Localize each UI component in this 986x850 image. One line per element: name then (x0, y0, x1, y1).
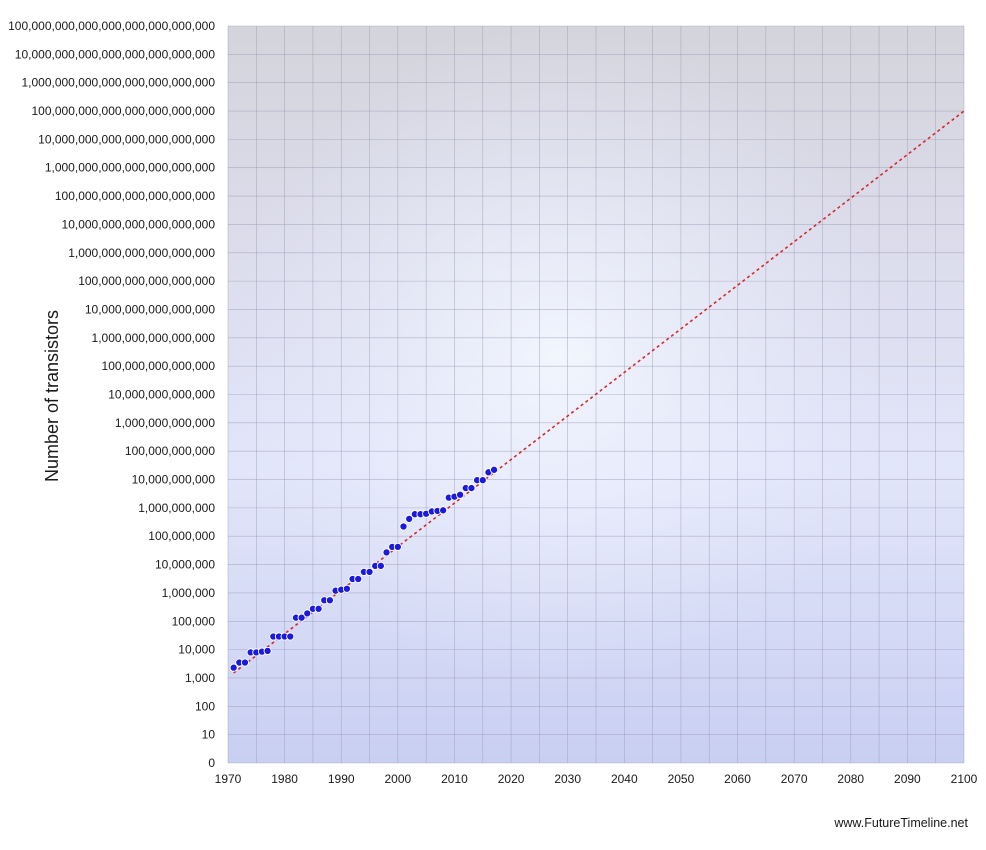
data-point (325, 596, 334, 605)
y-tick-label: 1,000,000 (162, 586, 216, 600)
y-tick-label: 10 (202, 728, 216, 742)
y-tick-label: 1,000,000,000,000,000,000,000,000 (21, 76, 215, 90)
data-point (478, 476, 487, 485)
y-tick-label: 10,000,000,000,000 (108, 388, 215, 402)
y-tick-label: 10,000,000,000,000,000,000,000 (38, 132, 215, 146)
y-tick-label: 10,000,000,000,000,000,000,000,000 (15, 47, 216, 61)
x-tick-label: 2070 (781, 772, 808, 786)
y-tick-label: 100,000,000 (148, 529, 215, 543)
x-tick-label: 1990 (328, 772, 355, 786)
y-tick-labels: 0 10 100 1,000 10,000 100,000 1,000,000 10,000,… (8, 19, 215, 770)
y-tick-label: 0 (208, 756, 215, 770)
x-tick-label: 2090 (894, 772, 921, 786)
data-point (382, 548, 391, 557)
y-tick-label: 10,000,000,000 (132, 473, 216, 487)
points-group (229, 465, 499, 672)
data-point (263, 646, 272, 655)
data-point (393, 542, 402, 551)
y-tick-label: 100,000,000,000,000,000,000,000,000 (8, 19, 215, 33)
x-tick-label: 2040 (611, 772, 638, 786)
data-point (376, 561, 385, 570)
y-tick-label: 10,000,000 (155, 558, 215, 572)
x-tick-label: 2060 (724, 772, 751, 786)
data-point (354, 574, 363, 584)
x-tick-label: 2020 (498, 772, 525, 786)
y-tick-label: 10,000,000,000,000,000,000 (62, 217, 216, 231)
data-point (297, 613, 306, 622)
y-tick-label: 1,000,000,000,000,000,000,000 (45, 161, 215, 175)
x-tick-label: 2010 (441, 772, 468, 786)
x-tick-label: 1970 (215, 772, 242, 786)
y-tick-label: 1,000 (185, 671, 215, 685)
data-point (439, 506, 448, 515)
y-tick-label: 1,000,000,000 (138, 501, 215, 515)
data-point (365, 567, 374, 576)
y-tick-label: 100,000,000,000,000 (102, 359, 216, 373)
y-tick-label: 100,000,000,000,000,000,000,000 (31, 104, 215, 118)
x-tick-label: 2030 (554, 772, 581, 786)
data-point (342, 584, 351, 593)
data-point (467, 484, 476, 493)
y-tick-label: 100,000 (172, 614, 216, 628)
x-tick-label: 2050 (668, 772, 695, 786)
data-point (229, 663, 238, 672)
data-point (405, 514, 414, 523)
y-tick-label: 1,000,000,000,000,000 (92, 331, 216, 345)
x-tick-labels: 1970 1980 1990 2000 2010 2020 2030 2040 2050 2060… (215, 772, 978, 786)
y-axis-label: Number of transistors (42, 310, 62, 482)
data-point (399, 522, 408, 531)
y-tick-label: 100,000,000,000 (125, 444, 215, 458)
data-point (240, 658, 250, 667)
y-tick-label: 10,000,000,000,000,000 (85, 302, 215, 316)
y-tick-label: 100 (195, 699, 215, 713)
x-tick-label: 2100 (951, 772, 978, 786)
y-tick-label: 1,000,000,000,000 (115, 416, 215, 430)
data-point (303, 609, 312, 618)
data-point (490, 465, 499, 474)
x-tick-label: 1980 (271, 772, 298, 786)
footer-credit: www.FutureTimeline.net (834, 816, 968, 830)
y-tick-label: 1,000,000,000,000,000,000 (68, 246, 215, 260)
y-tick-label: 100,000,000,000,000,000 (78, 274, 215, 288)
x-tick-label: 2000 (384, 772, 411, 786)
data-point (456, 490, 465, 499)
x-tick-label: 2080 (837, 772, 864, 786)
data-point (286, 632, 295, 641)
grid (227, 25, 965, 764)
y-tick-label: 10,000 (178, 643, 215, 657)
data-point (314, 604, 323, 613)
y-tick-label: 100,000,000,000,000,000,000 (55, 189, 215, 203)
